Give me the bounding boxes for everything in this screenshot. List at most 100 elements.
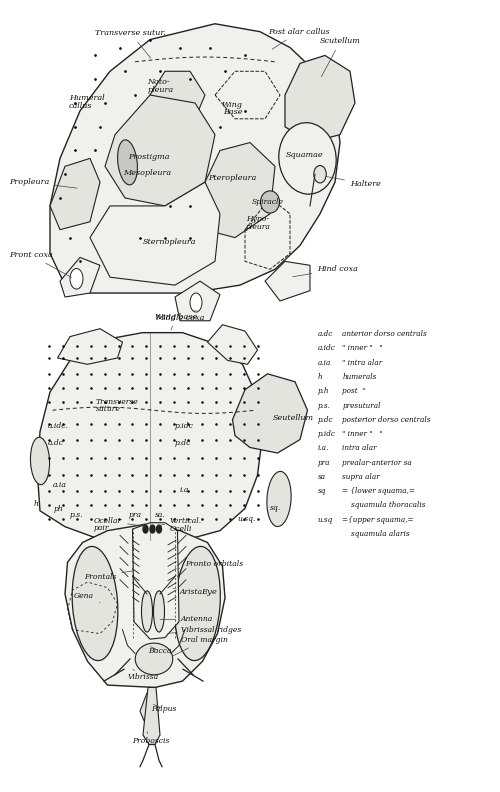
Text: Ocelli: Ocelli <box>170 525 192 533</box>
Ellipse shape <box>267 471 291 527</box>
Text: Palpus: Palpus <box>151 704 176 713</box>
Text: h: h <box>318 373 322 381</box>
Text: Haltere: Haltere <box>325 177 381 188</box>
Ellipse shape <box>174 546 220 661</box>
Text: a.idc.: a.idc. <box>48 422 68 430</box>
Polygon shape <box>215 71 280 119</box>
Circle shape <box>143 525 148 533</box>
Text: Base: Base <box>224 109 243 116</box>
Text: a.ia: a.ia <box>318 359 331 367</box>
Text: " intra alar: " intra alar <box>342 359 383 367</box>
Circle shape <box>156 525 162 533</box>
Text: squamula thoracalis: squamula thoracalis <box>342 501 426 509</box>
Text: pair: pair <box>94 524 110 532</box>
Polygon shape <box>105 95 215 206</box>
Polygon shape <box>50 24 340 293</box>
Polygon shape <box>132 523 179 639</box>
Text: p.idc: p.idc <box>175 422 194 430</box>
Polygon shape <box>195 143 275 238</box>
Text: pleura: pleura <box>148 86 174 94</box>
Text: Sternopleura: Sternopleura <box>142 238 196 246</box>
Text: p.s.: p.s. <box>70 511 84 519</box>
Text: Squamae: Squamae <box>286 151 324 159</box>
Text: suture: suture <box>96 406 121 413</box>
Text: Fronto orbitals: Fronto orbitals <box>179 560 243 569</box>
Text: Transverse: Transverse <box>96 398 139 406</box>
Text: i.a: i.a <box>180 486 190 494</box>
Text: Propleura: Propleura <box>9 178 77 188</box>
Text: Seutellum: Seutellum <box>272 414 314 422</box>
Text: Middle coxa: Middle coxa <box>155 310 204 322</box>
Ellipse shape <box>70 268 83 289</box>
Text: a.dc: a.dc <box>48 439 64 447</box>
Text: p.s.: p.s. <box>318 402 330 409</box>
Text: a.dc: a.dc <box>318 330 333 338</box>
Text: Vibrissal ridges: Vibrissal ridges <box>168 626 241 634</box>
Text: Front coxa: Front coxa <box>9 251 72 277</box>
Text: " inner "   ": " inner " " <box>342 430 384 438</box>
Text: Antenna: Antenna <box>160 615 213 623</box>
Text: pra: pra <box>129 511 142 519</box>
Text: sa: sa <box>318 473 326 481</box>
Ellipse shape <box>260 191 280 213</box>
Text: p.idc: p.idc <box>318 430 336 438</box>
Polygon shape <box>232 374 308 453</box>
Text: Proboscis: Proboscis <box>132 732 170 744</box>
Text: Hind coxa: Hind coxa <box>292 265 358 276</box>
Text: presutural: presutural <box>342 402 381 409</box>
Polygon shape <box>50 158 100 230</box>
Text: Frontals: Frontals <box>84 571 134 581</box>
Polygon shape <box>38 333 262 543</box>
Text: prealar-anterior sa: prealar-anterior sa <box>342 459 412 466</box>
Text: sa.: sa. <box>155 511 166 519</box>
Text: Noto-: Noto- <box>148 78 170 86</box>
Text: squamula alaris: squamula alaris <box>342 530 410 538</box>
Text: pra: pra <box>318 459 330 466</box>
Text: u.sq: u.sq <box>318 516 333 524</box>
Text: Vibrissa: Vibrissa <box>128 669 158 681</box>
Text: p.dc: p.dc <box>175 439 192 447</box>
Ellipse shape <box>30 437 50 485</box>
Text: anterior dorso centrals: anterior dorso centrals <box>342 330 427 338</box>
Ellipse shape <box>190 293 202 312</box>
Text: ph: ph <box>54 505 64 513</box>
Text: Vertical.: Vertical. <box>158 517 202 525</box>
Polygon shape <box>208 325 258 364</box>
Text: Spiracle: Spiracle <box>252 198 284 206</box>
Text: Transverse sutur.: Transverse sutur. <box>95 29 166 58</box>
Ellipse shape <box>314 166 326 183</box>
Polygon shape <box>140 693 158 721</box>
Text: posterior dorso centrals: posterior dorso centrals <box>342 416 431 424</box>
Text: Pteropleura: Pteropleura <box>208 174 256 182</box>
Polygon shape <box>265 261 310 301</box>
Polygon shape <box>58 329 122 364</box>
Text: p.h: p.h <box>318 387 329 395</box>
Text: ={upper squama,=: ={upper squama,= <box>342 516 414 524</box>
Text: Post alar callus: Post alar callus <box>268 28 330 49</box>
Text: Hypo-: Hypo- <box>246 215 269 223</box>
Polygon shape <box>143 687 160 744</box>
Text: humerals: humerals <box>342 373 377 381</box>
Ellipse shape <box>72 546 118 661</box>
Text: intra alar: intra alar <box>342 444 377 452</box>
Text: Bucca: Bucca <box>148 646 172 655</box>
Polygon shape <box>65 524 225 687</box>
Polygon shape <box>90 182 220 285</box>
Polygon shape <box>150 71 205 119</box>
Text: a.idc: a.idc <box>318 345 335 352</box>
Text: Wing base: Wing base <box>155 313 197 330</box>
Text: a.ia: a.ia <box>52 481 66 489</box>
Ellipse shape <box>142 591 152 632</box>
Text: callus: callus <box>69 102 92 110</box>
Text: Ocellar: Ocellar <box>94 517 145 527</box>
Ellipse shape <box>135 643 173 675</box>
Text: sq: sq <box>318 487 326 495</box>
Text: supra alar: supra alar <box>342 473 380 481</box>
Text: Scutellum: Scutellum <box>320 37 361 77</box>
Text: pleura: pleura <box>246 223 271 230</box>
Polygon shape <box>60 257 100 297</box>
Text: " inner "   ": " inner " " <box>342 345 384 352</box>
Text: h: h <box>34 500 39 508</box>
Text: post  ": post " <box>342 387 366 395</box>
Text: sq.: sq. <box>270 505 281 512</box>
